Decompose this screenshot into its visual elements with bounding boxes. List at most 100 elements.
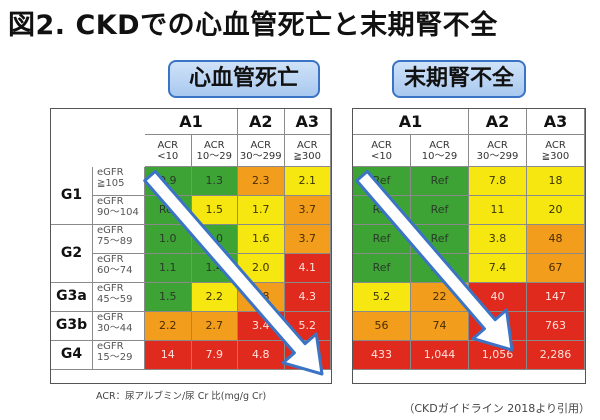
heat-cell: 14 [145,341,192,370]
egfr-label-0: eGFR ≧105 [93,167,145,196]
heat-cell: Ref [353,254,411,283]
source-citation: （CKDガイドライン 2018より引用） [403,402,590,415]
acr-header-1: ACR 10～29 [411,135,469,167]
acr-range: 30～299 [239,150,282,162]
row-group-g3a: G3a [51,283,93,312]
heat-cell: 4.1 [284,254,331,283]
egfr-range: 45～59 [97,294,133,305]
heat-cell: 5.2 [353,283,411,312]
heat-cell: 11 [469,196,527,225]
heat-cell: 1.1 [145,254,192,283]
acr-range: <10 [157,150,179,162]
heat-cell: 2,286 [527,341,585,370]
acr-range: 10～29 [196,150,232,162]
egfr-label-3: eGFR 60～74 [93,254,145,283]
heat-cell: 147 [527,283,585,312]
column-group-a3: A3 [527,109,585,135]
row-group-g3b: G3b [51,312,93,341]
heat-cell: 3.7 [284,225,331,254]
acr-range: 10～29 [421,150,458,162]
column-group-a1: A1 [145,109,238,135]
heat-cell: 40 [469,283,527,312]
acr-header-3: ACR ≧300 [527,135,585,167]
egfr-label-2: eGFR 75～89 [93,225,145,254]
egfr-range: ≧105 [97,178,125,189]
acr-footnote: ACR：尿アルブミン/尿 Cr 比(mg/g Cr) [96,391,267,402]
heat-cell: Ref [353,167,411,196]
egfr-label-6: eGFR 15～29 [93,341,145,370]
acr-label: ACR [545,139,566,151]
heat-cell: 2.0 [238,254,285,283]
heat-cell: 56 [353,312,411,341]
acr-label: ACR [429,139,450,151]
heat-cell: 763 [527,312,585,341]
heat-cell: Ref [411,225,469,254]
heat-cell: 1.5 [145,283,192,312]
heat-cell: Ref [411,196,469,225]
figure-title: 図2. CKDでの心血管死亡と末期腎不全 [8,10,498,41]
heat-cell: 7.8 [469,167,527,196]
egfr-label-5: eGFR 30～44 [93,312,145,341]
egfr-text: eGFR [97,167,124,178]
row-group-g1: G1 [51,167,93,225]
heat-cell: 2.3 [238,167,285,196]
heat-cell: 7.4 [469,254,527,283]
acr-label: ACR [487,139,508,151]
heat-cell: Ref [353,196,411,225]
heat-cell: 1.4 [191,254,238,283]
row-group-g4: G4 [51,341,93,370]
egfr-text: eGFR [97,312,124,323]
heat-cell: 2.1 [284,167,331,196]
heat-cell: 20 [527,196,585,225]
egfr-text: eGFR [97,341,124,352]
column-group-a2: A2 [469,109,527,135]
acr-header-1: ACR 10～29 [191,135,238,167]
heat-cell: 294 [469,312,527,341]
heat-cell: 4.8 [238,341,285,370]
heat-cell: 1.0 [145,225,192,254]
heat-cell: 1.6 [238,225,285,254]
heat-cell: 2.7 [191,312,238,341]
acr-label: ACR [296,139,318,151]
heat-cell: 433 [353,341,411,370]
cardiovascular-death-table: A1 A2 A3 ACR <10 ACR 10～29 ACR 30～299 ACR ≧300 G1 G2… [50,108,332,384]
heat-cell: 7.9 [191,341,238,370]
heat-cell: 3.7 [284,196,331,225]
acr-label: ACR [157,139,179,151]
acr-header-2: ACR 30～299 [469,135,527,167]
heat-cell: 3.4 [238,312,285,341]
heat-cell: 1,056 [469,341,527,370]
heat-cell: Ref [411,167,469,196]
column-group-a2: A2 [238,109,285,135]
heat-cell: 48 [527,225,585,254]
heat-cell: 0.9 [145,167,192,196]
acr-header-3: ACR ≧300 [284,135,331,167]
heat-cell: 2.8 [238,283,285,312]
egfr-label-4: eGFR 45～59 [93,283,145,312]
heat-cell: Ref [145,196,192,225]
acr-label: ACR [250,139,272,151]
cardiovascular-death-heading: 心血管死亡 [168,60,320,98]
egfr-range: 15～29 [97,352,133,363]
column-group-a1: A1 [353,109,469,135]
heat-cell: 3.8 [469,225,527,254]
heat-cell: 4.3 [284,283,331,312]
heat-cell: 5.2 [284,312,331,341]
row-group-g2: G2 [51,225,93,283]
heat-cell: 1,044 [411,341,469,370]
egfr-text: eGFR [97,225,124,236]
egfr-range: 75～89 [97,236,133,247]
egfr-text: eGFR [97,254,124,265]
egfr-label-1: eGFR 90～104 [93,196,145,225]
end-stage-renal-table: A1 A2 A3 ACR <10 ACR 10～29 ACR 30～299 ACR ≧300 Ref R… [352,108,586,384]
heat-cell: 1.3 [191,167,238,196]
acr-range: <10 [370,150,393,162]
heat-cell: 1.0 [191,225,238,254]
acr-range: 30～299 [476,150,519,162]
acr-header-2: ACR 30～299 [238,135,285,167]
heat-cell: Ref [353,225,411,254]
end-stage-renal-heading: 末期腎不全 [392,60,526,98]
acr-range: ≧300 [541,150,570,162]
heat-cell: 67 [527,254,585,283]
heat-cell: 2.2 [191,283,238,312]
